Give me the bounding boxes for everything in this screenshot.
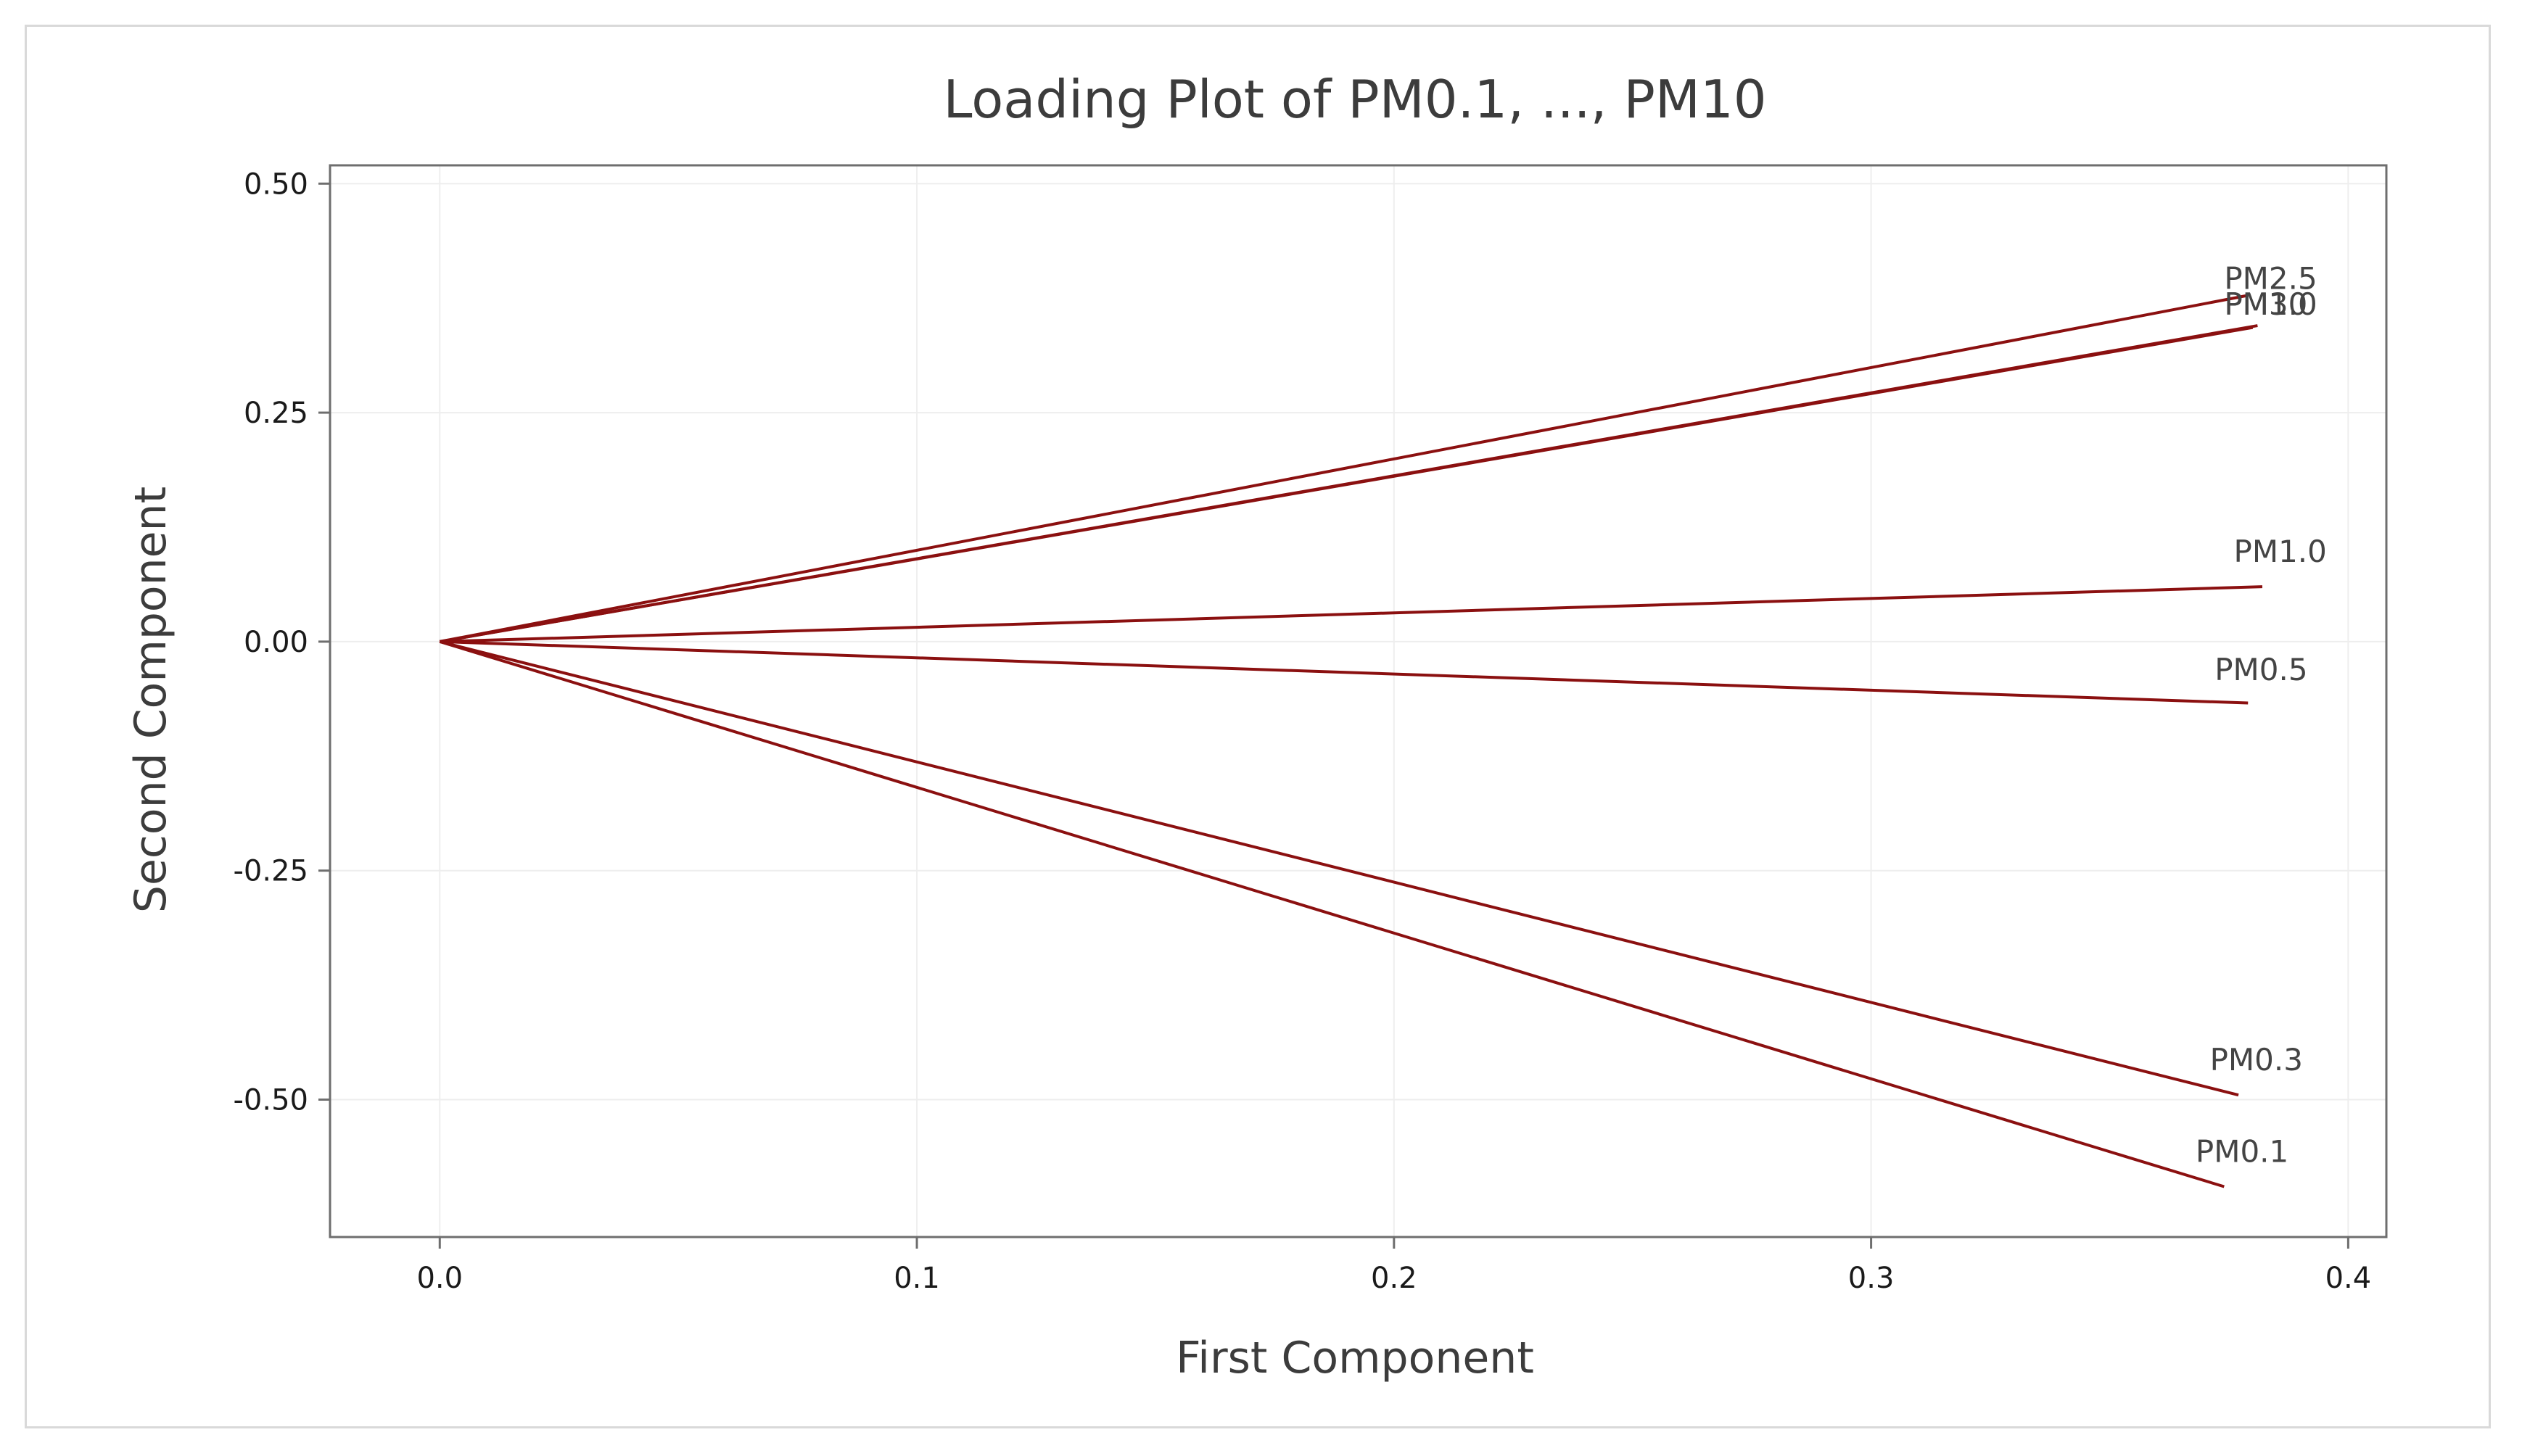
x-axis-title: First Component (1176, 1333, 1534, 1383)
vector-label-pm1-0: PM1.0 (2234, 534, 2327, 569)
vector-label-pm10: PM10 (2224, 286, 2307, 322)
x-tick-label: 0.1 (894, 1262, 940, 1295)
x-tick-label: 0.3 (1848, 1262, 1895, 1295)
vector-label-pm0-3: PM0.3 (2210, 1042, 2303, 1077)
vector-layer (439, 294, 2263, 1188)
chart-title: Loading Plot of PM0.1, ..., PM10 (943, 69, 1766, 130)
y-tick-label: -0.50 (234, 1084, 309, 1117)
x-tick-label: 0.2 (1371, 1262, 1417, 1295)
y-tick-label: 0.50 (244, 167, 308, 201)
chart-frame (25, 25, 2491, 1428)
loading-vector-pm0-3 (439, 640, 2239, 1097)
y-tick-label: -0.25 (234, 855, 309, 888)
y-tick-label: 0.00 (244, 626, 308, 659)
tick-layer: 0.0 0.1 0.2 0.3 0.4 0.50 0.25 0.00 -0.25 -0.50 (234, 167, 2372, 1295)
grid-layer (330, 165, 2386, 1237)
loading-vector-pm0-5 (440, 640, 2249, 705)
x-tick-label: 0.4 (2325, 1262, 2372, 1295)
vector-label-pm3-0: PM3.0 (2224, 286, 2317, 322)
loading-vector-pm10 (439, 324, 2258, 643)
loading-vector-pm2-5 (439, 294, 2249, 643)
vector-label-pm0-5: PM0.5 (2214, 652, 2307, 687)
loading-vector-pm1-0 (440, 585, 2263, 643)
plot-area-border (329, 164, 2388, 1238)
y-axis-title: Second Component (125, 487, 176, 913)
y-tick-label: 0.25 (244, 397, 308, 430)
vector-label-pm2-5: PM2.5 (2224, 261, 2317, 297)
vector-label-pm0-1: PM0.1 (2196, 1133, 2288, 1169)
loading-vector-pm0-1 (439, 640, 2225, 1188)
x-tick-label: 0.0 (416, 1262, 463, 1295)
